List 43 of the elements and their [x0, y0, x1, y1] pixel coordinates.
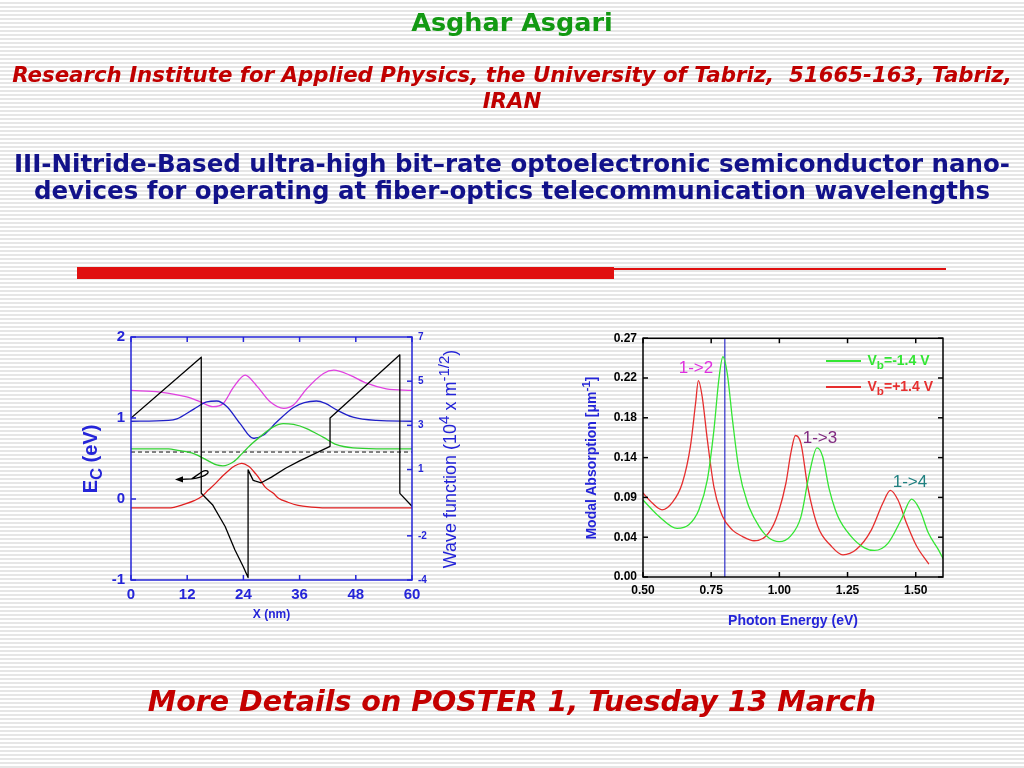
line-series — [131, 369, 412, 409]
y-tick-label: 0.18 — [613, 410, 638, 425]
annotation: 1->4 — [892, 472, 928, 492]
y-tick-label: 0.09 — [613, 489, 638, 504]
x-tick-label: 0.50 — [631, 582, 655, 597]
x-tick-label: 60 — [403, 585, 421, 603]
y2-tick-label: 7 — [418, 330, 424, 342]
y-tick-label: 0.22 — [613, 370, 638, 385]
y-tick-label: 0.04 — [613, 529, 638, 544]
x-tick-label: 12 — [178, 585, 196, 603]
x-tick-label: 1.00 — [767, 582, 792, 597]
line-series — [131, 400, 412, 439]
y-tick-label: 0.14 — [613, 449, 638, 464]
y-tick-label: 0.27 — [613, 330, 638, 345]
x-axis-title: Photon Energy (eV) — [728, 611, 858, 629]
line-series — [131, 423, 412, 467]
y2-tick-label: 1 — [418, 463, 424, 475]
y-tick-label: 0 — [116, 489, 125, 507]
annotation: 1->2 — [678, 358, 714, 378]
legend-label: V$_{b}$=+1.4 V — [867, 377, 933, 397]
x-tick-label: 36 — [291, 585, 308, 603]
x-tick-label: 0.75 — [699, 582, 724, 597]
text: III-Nitride-Based ultra-high bit–rate optoelectronic semiconductor nano-devices for operating at fiber-optics telecommunication wavelengths — [12, 149, 1011, 205]
text: Asghar Asgari — [410, 7, 614, 37]
x-tick-label: 1.50 — [904, 582, 928, 597]
y2-tick-label: 5 — [418, 374, 424, 386]
line-series — [643, 356, 943, 560]
x-tick-label: 1.25 — [835, 582, 860, 597]
x-tick-label: 24 — [235, 585, 253, 603]
x-axis-title: X (nm) — [252, 607, 291, 622]
text: Research Institute for Applied Physics, the University of Tabriz, 51665-163, Tabriz, IRAN — [11, 62, 1013, 114]
y-tick-label: 2 — [116, 327, 125, 345]
legend-label: V$_{b}$=-1.4 V — [867, 351, 930, 371]
annotation: 1->3 — [802, 428, 838, 448]
x-tick-label: 48 — [347, 585, 365, 603]
y2-tick-label: 3 — [418, 419, 424, 431]
y-tick-label: 0.00 — [613, 569, 638, 584]
y2-tick-label: -2 — [418, 529, 428, 541]
line-series — [131, 462, 412, 509]
y-tick-label: 1 — [116, 408, 125, 426]
y2-tick-label: -4 — [418, 573, 428, 585]
y-tick-label: -1 — [111, 570, 125, 588]
text: More Details on POSTER 1, Tuesday 13 March — [146, 684, 878, 720]
